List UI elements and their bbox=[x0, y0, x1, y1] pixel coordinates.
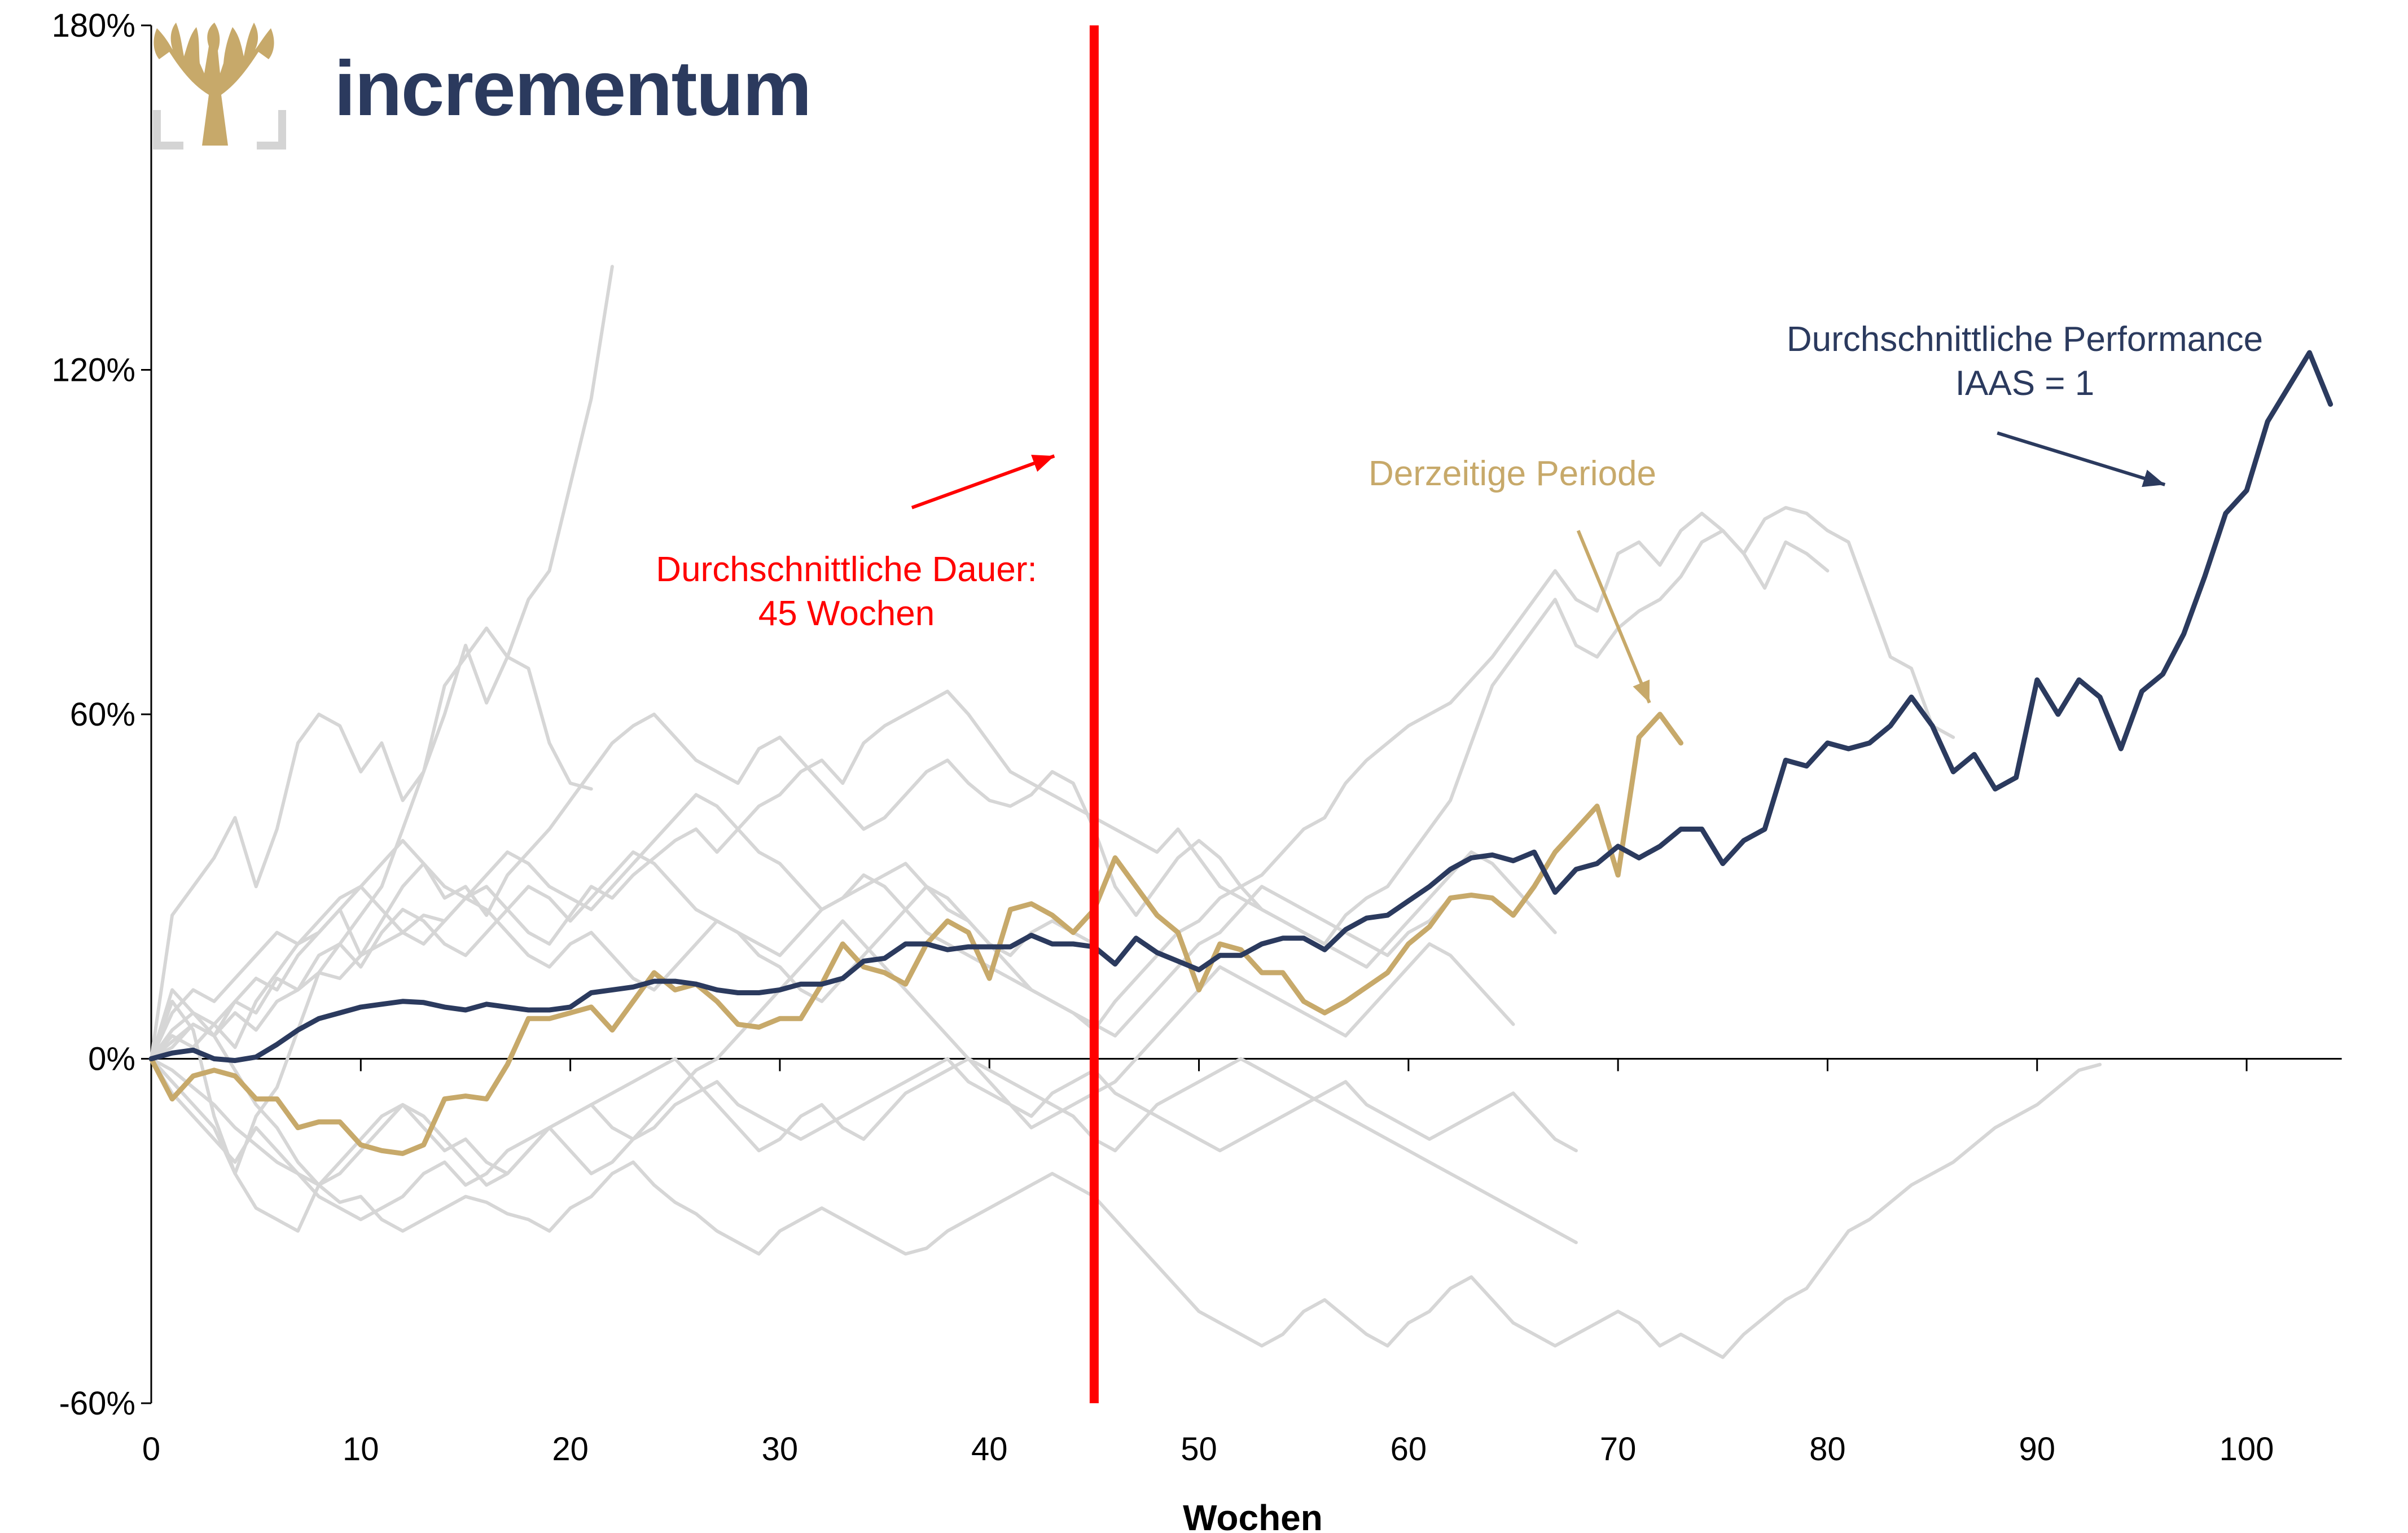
historical-series-line bbox=[150, 919, 1515, 1187]
historical-series-line bbox=[150, 793, 1453, 1061]
x-tick-label: 70 bbox=[1600, 1431, 1637, 1468]
current-series bbox=[148, 711, 1683, 1156]
annotation-average-arrow bbox=[1997, 431, 2166, 486]
historical-series-line bbox=[150, 850, 1096, 1061]
y-tick-label: 180% bbox=[52, 7, 135, 44]
x-tick-label: 90 bbox=[2019, 1431, 2055, 1468]
y-tick-label: 0% bbox=[88, 1041, 135, 1078]
x-axis-label: Wochen bbox=[1183, 1497, 1323, 1533]
y-tick-label: 60% bbox=[70, 696, 135, 733]
logo: incrementum bbox=[153, 23, 812, 150]
historical-series-line bbox=[150, 511, 1830, 1061]
logo-tree bbox=[153, 23, 274, 146]
logo-text: incrementum bbox=[334, 45, 811, 132]
x-tick-label: 80 bbox=[1809, 1431, 1846, 1468]
historical-series-line bbox=[150, 1057, 1578, 1245]
annotation-current-arrow bbox=[1576, 530, 1651, 704]
historical-series-line bbox=[150, 265, 614, 1061]
historical-series-line bbox=[150, 1057, 1578, 1222]
annotation-average-arrowhead bbox=[2142, 469, 2165, 487]
average-series-line bbox=[148, 350, 2334, 1064]
annotation-current-arrowhead bbox=[1633, 679, 1650, 703]
historical-series-line bbox=[150, 1057, 2102, 1359]
logo-frame bbox=[153, 110, 286, 150]
x-tick-label: 40 bbox=[971, 1431, 1008, 1468]
annotation-average-text: Durchschnittliche Performance bbox=[1787, 320, 2263, 359]
x-tick-label: 10 bbox=[343, 1431, 379, 1468]
historical-series-line bbox=[150, 506, 1955, 1061]
axes: 180% 120% 60% 0% -60%0 10 20 30 40 50 60 70 80 90 100 bbox=[52, 7, 2342, 1468]
historical-series bbox=[150, 265, 2102, 1359]
annotation-average-text: IAAS = 1 bbox=[1955, 364, 2094, 403]
x-tick-label: 50 bbox=[1181, 1431, 1217, 1468]
annotation-duration-text: Durchschnittliche Dauer: bbox=[656, 550, 1037, 589]
y-tick-label: -60% bbox=[59, 1385, 135, 1422]
annotation-duration-text: 45 Wochen bbox=[758, 594, 935, 633]
annotation-current-text: Derzeitige Periode bbox=[1369, 454, 1656, 493]
tree-icon bbox=[153, 23, 286, 150]
x-tick-label: 100 bbox=[2220, 1431, 2274, 1468]
x-tick-label: 0 bbox=[142, 1431, 160, 1468]
annotations: Durchschnittliche Dauer: 45 Wochen Derzeit… bbox=[656, 320, 2263, 704]
historical-series-line bbox=[150, 643, 593, 1175]
x-tick-label: 60 bbox=[1391, 1431, 1427, 1468]
annotation-duration-arrow bbox=[911, 454, 1055, 509]
x-tick-label: 30 bbox=[762, 1431, 799, 1468]
y-tick-label: 120% bbox=[52, 352, 135, 389]
x-tick-label: 20 bbox=[552, 1431, 589, 1468]
current-series-line bbox=[148, 711, 1683, 1156]
annotation-duration-arrowhead bbox=[1031, 455, 1055, 472]
average-series bbox=[148, 350, 2334, 1064]
